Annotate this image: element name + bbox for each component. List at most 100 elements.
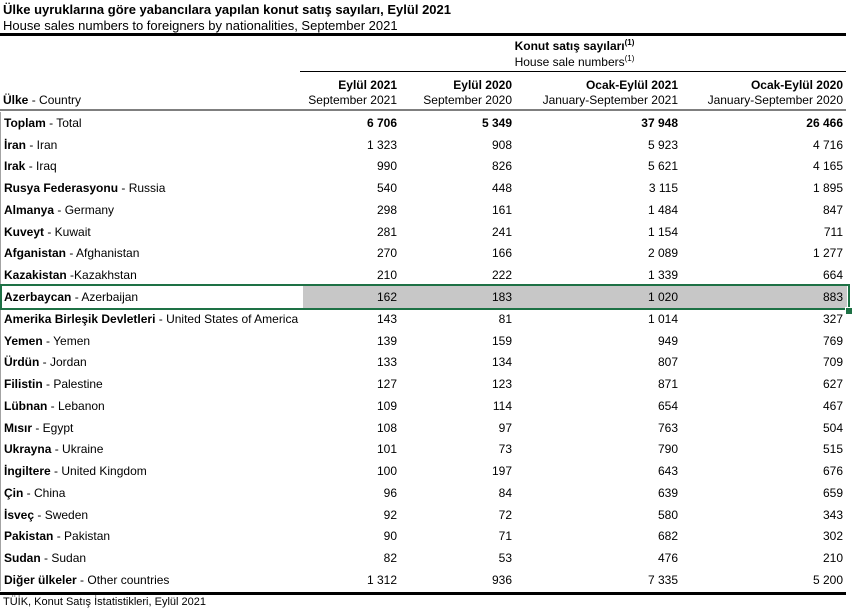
- table-row[interactable]: Ürdün - Jordan 133 134 807 709: [1, 351, 847, 373]
- value-cell-ocak-eylul-2020[interactable]: 709: [822, 355, 843, 370]
- value-cell-eylul-2021[interactable]: 990: [376, 159, 397, 174]
- value-cell-ocak-eylul-2020[interactable]: 327: [822, 311, 843, 326]
- value-cell-ocak-eylul-2021[interactable]: 949: [657, 333, 678, 348]
- value-cell-eylul-2020[interactable]: 134: [491, 355, 512, 370]
- value-cell-eylul-2021[interactable]: 90: [383, 529, 397, 544]
- value-cell-ocak-eylul-2021[interactable]: 5 923: [647, 137, 678, 152]
- value-cell-ocak-eylul-2021[interactable]: 580: [657, 507, 678, 522]
- table-row[interactable]: Kuveyt - Kuwait 281 241 1 154 711: [1, 221, 847, 243]
- value-cell-ocak-eylul-2021[interactable]: 37 948: [641, 115, 678, 130]
- country-cell[interactable]: Filistin - Palestine: [1, 377, 303, 391]
- table-row[interactable]: Diğer ülkeler - Other countries 1 312 93…: [1, 569, 847, 591]
- value-cell-ocak-eylul-2020[interactable]: 1 895: [812, 181, 843, 196]
- table-row[interactable]: Kazakistan -Kazakhstan 210 222 1 339 664: [1, 264, 847, 286]
- table-row[interactable]: Rusya Federasyonu - Russia 540 448 3 115…: [1, 177, 847, 199]
- value-cell-ocak-eylul-2020[interactable]: 210: [822, 551, 843, 566]
- country-cell[interactable]: Azerbaycan - Azerbaijan: [1, 290, 303, 304]
- value-cell-eylul-2021[interactable]: 82: [383, 551, 397, 566]
- value-cell-ocak-eylul-2021[interactable]: 639: [657, 485, 678, 500]
- value-cell-ocak-eylul-2021[interactable]: 790: [657, 442, 678, 457]
- value-cell-ocak-eylul-2021[interactable]: 1 154: [647, 224, 678, 239]
- country-cell[interactable]: Sudan - Sudan: [1, 551, 303, 565]
- value-cell-eylul-2020[interactable]: 114: [492, 398, 512, 413]
- country-cell[interactable]: Mısır - Egypt: [1, 421, 303, 435]
- country-cell[interactable]: Ürdün - Jordan: [1, 355, 303, 369]
- value-cell-eylul-2020[interactable]: 826: [491, 159, 512, 174]
- value-cell-eylul-2020[interactable]: 161: [491, 202, 512, 217]
- table-row[interactable]: Sudan - Sudan 82 53 476 210: [1, 547, 847, 569]
- table-row[interactable]: Afganistan - Afghanistan 270 166 2 089 1…: [1, 243, 847, 265]
- value-cell-eylul-2021[interactable]: 109: [376, 398, 397, 413]
- value-cell-ocak-eylul-2020[interactable]: 5 200: [812, 572, 843, 587]
- country-cell[interactable]: Çin - China: [1, 486, 303, 500]
- value-cell-eylul-2021[interactable]: 143: [376, 311, 397, 326]
- value-cell-ocak-eylul-2020[interactable]: 627: [822, 377, 843, 392]
- table-row[interactable]: Çin - China 96 84 639 659: [1, 482, 847, 504]
- country-cell[interactable]: Pakistan - Pakistan: [1, 529, 303, 543]
- value-cell-ocak-eylul-2021[interactable]: 2 089: [647, 246, 678, 261]
- value-cell-ocak-eylul-2021[interactable]: 763: [657, 420, 678, 435]
- value-cell-ocak-eylul-2021[interactable]: 871: [657, 377, 678, 392]
- value-cell-ocak-eylul-2021[interactable]: 643: [657, 464, 678, 479]
- value-cell-eylul-2020[interactable]: 908: [491, 137, 512, 152]
- table-row[interactable]: Filistin - Palestine 127 123 871 627: [1, 373, 847, 395]
- value-cell-eylul-2021[interactable]: 210: [376, 268, 397, 283]
- value-cell-eylul-2020[interactable]: 72: [498, 507, 512, 522]
- value-cell-ocak-eylul-2021[interactable]: 1 020: [647, 290, 678, 304]
- country-cell[interactable]: Kuveyt - Kuwait: [1, 225, 303, 239]
- value-cell-eylul-2021[interactable]: 162: [376, 290, 397, 304]
- value-cell-ocak-eylul-2020[interactable]: 847: [822, 202, 843, 217]
- value-cell-eylul-2021[interactable]: 1 312: [366, 572, 397, 587]
- value-cell-ocak-eylul-2020[interactable]: 504: [822, 420, 843, 435]
- value-cell-ocak-eylul-2020[interactable]: 883: [822, 290, 843, 304]
- country-cell[interactable]: İsveç - Sweden: [1, 508, 303, 522]
- value-cell-eylul-2021[interactable]: 100: [376, 464, 397, 479]
- value-cell-ocak-eylul-2020[interactable]: 26 466: [806, 115, 843, 130]
- value-cell-ocak-eylul-2021[interactable]: 476: [657, 551, 678, 566]
- value-cell-ocak-eylul-2020[interactable]: 659: [822, 485, 843, 500]
- value-cell-eylul-2020[interactable]: 81: [498, 311, 512, 326]
- country-cell[interactable]: Toplam - Total: [1, 116, 303, 130]
- country-cell[interactable]: Amerika Birleşik Devletleri - United Sta…: [1, 312, 303, 326]
- table-row[interactable]: Amerika Birleşik Devletleri - United Sta…: [1, 308, 847, 330]
- country-cell[interactable]: Ukrayna - Ukraine: [1, 442, 303, 456]
- table-row[interactable]: Azerbaycan - Azerbaijan 162 183 1 020 88…: [0, 284, 853, 315]
- value-cell-ocak-eylul-2020[interactable]: 302: [822, 529, 843, 544]
- value-cell-ocak-eylul-2021[interactable]: 7 335: [647, 572, 678, 587]
- value-cell-eylul-2021[interactable]: 281: [376, 224, 397, 239]
- country-cell[interactable]: Diğer ülkeler - Other countries: [1, 573, 303, 587]
- value-cell-eylul-2020[interactable]: 183: [491, 290, 512, 304]
- country-cell[interactable]: Rusya Federasyonu - Russia: [1, 181, 303, 195]
- value-cell-eylul-2020[interactable]: 197: [491, 464, 512, 479]
- table-row[interactable]: İngiltere - United Kingdom 100 197 643 6…: [1, 460, 847, 482]
- value-cell-ocak-eylul-2020[interactable]: 467: [822, 398, 843, 413]
- value-cell-eylul-2021[interactable]: 298: [376, 202, 397, 217]
- table-row[interactable]: Toplam - Total 6 706 5 349 37 948 26 466: [1, 112, 847, 134]
- table-row[interactable]: Yemen - Yemen 139 159 949 769: [1, 330, 847, 352]
- country-cell[interactable]: İran - Iran: [1, 138, 303, 152]
- table-row[interactable]: Irak - Iraq 990 826 5 621 4 165: [1, 156, 847, 178]
- value-cell-ocak-eylul-2020[interactable]: 515: [822, 442, 843, 457]
- value-cell-eylul-2021[interactable]: 108: [376, 420, 397, 435]
- value-cell-eylul-2020[interactable]: 53: [498, 551, 512, 566]
- value-cell-eylul-2021[interactable]: 540: [376, 181, 397, 196]
- table-row[interactable]: Pakistan - Pakistan 90 71 682 302: [1, 526, 847, 548]
- value-cell-eylul-2021[interactable]: 96: [383, 485, 397, 500]
- table-row[interactable]: Mısır - Egypt 108 97 763 504: [1, 417, 847, 439]
- value-cell-ocak-eylul-2020[interactable]: 664: [822, 268, 843, 283]
- value-cell-eylul-2020[interactable]: 166: [491, 246, 512, 261]
- value-cell-eylul-2020[interactable]: 84: [498, 485, 512, 500]
- value-cell-eylul-2020[interactable]: 159: [491, 333, 512, 348]
- table-row[interactable]: İran - Iran 1 323 908 5 923 4 716: [1, 134, 847, 156]
- country-cell[interactable]: Kazakistan -Kazakhstan: [1, 268, 303, 282]
- value-cell-eylul-2021[interactable]: 139: [376, 333, 397, 348]
- value-cell-ocak-eylul-2020[interactable]: 676: [822, 464, 843, 479]
- value-cell-eylul-2021[interactable]: 92: [383, 507, 397, 522]
- value-cell-ocak-eylul-2021[interactable]: 654: [657, 398, 678, 413]
- country-cell[interactable]: İngiltere - United Kingdom: [1, 464, 303, 478]
- country-cell[interactable]: Lübnan - Lebanon: [1, 399, 303, 413]
- country-cell[interactable]: Yemen - Yemen: [1, 334, 303, 348]
- value-cell-eylul-2021[interactable]: 133: [376, 355, 397, 370]
- value-cell-eylul-2020[interactable]: 97: [498, 420, 512, 435]
- country-cell[interactable]: Almanya - Germany: [1, 203, 303, 217]
